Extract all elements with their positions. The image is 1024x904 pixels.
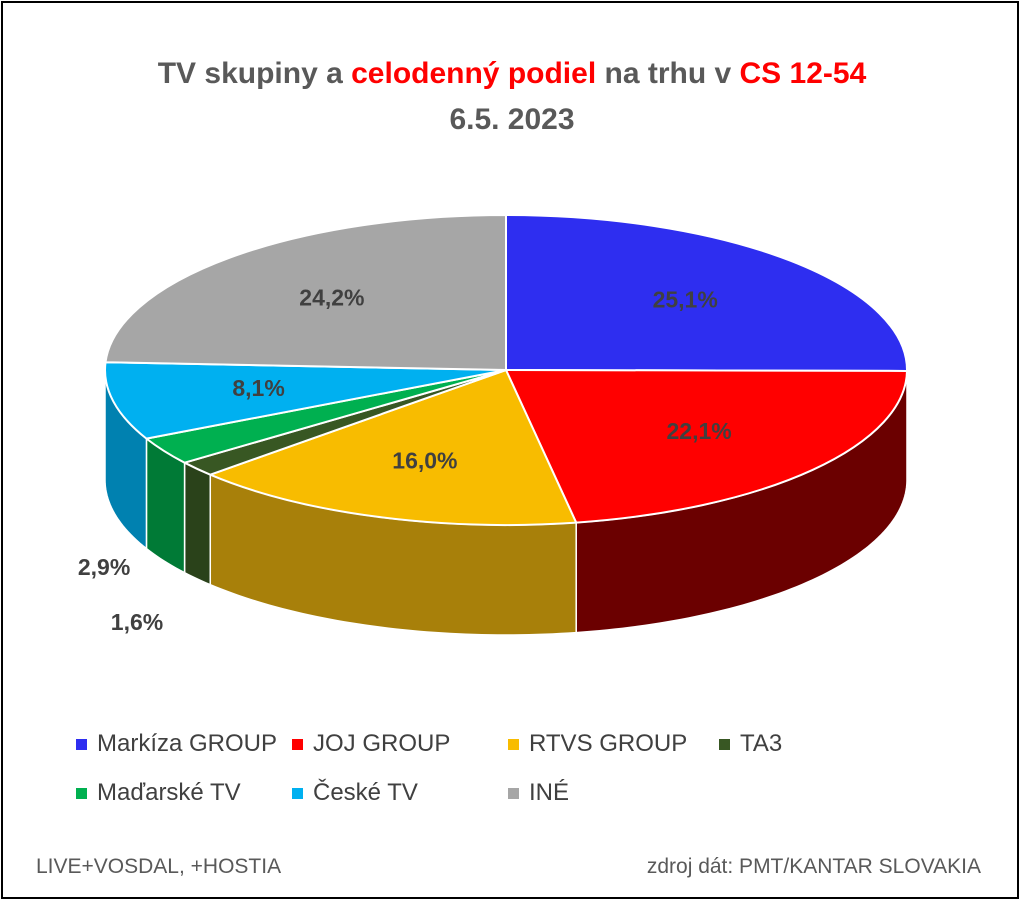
legend-swatch [76,738,87,750]
title-line-1: TV skupiny a celodenný podiel na trhu v … [3,51,1021,97]
title-line-2: 6.5. 2023 [449,103,575,136]
data-label-1: 22,1% [666,418,731,444]
legend-item-madarske: Maďarské TV [76,779,241,807]
pie-chart: 25,1% 22,1% 16,0% 1,6% 2,9% 8,1% 24,2% [78,214,908,636]
title-highlight-2: CS 12-54 [739,57,867,90]
legend-label: Markíza GROUP [97,730,278,757]
legend-label: INÉ [529,779,570,806]
data-label-3: 1,6% [111,609,163,635]
data-label-2: 16,0% [392,448,457,474]
legend-swatch [508,738,519,750]
pie-side-3 [183,461,212,586]
legend-swatch [292,787,303,799]
legend-label: RTVS GROUP [529,730,688,757]
legend-swatch [76,787,87,799]
legend-label: TA3 [740,730,783,757]
data-label-0: 25,1% [653,286,718,312]
legend-item-ta3: TA3 [719,730,782,758]
footer-source: zdroj dát: PMT/KANTAR SLOVAKIA [646,855,981,878]
legend-label: JOJ GROUP [313,730,451,757]
title-highlight-1: celodenný podiel [351,57,597,90]
title-text-1: TV skupiny a [157,57,352,90]
legend-item-joj: JOJ GROUP [292,730,450,758]
legend-item-markiza: Markíza GROUP [76,730,277,758]
data-label-5: 8,1% [232,375,284,401]
legend-label: České TV [313,779,418,806]
pie-slice-1 [505,369,908,524]
pie-slice-0 [505,214,908,372]
legend-label: Maďarské TV [97,779,241,806]
data-label-4: 2,9% [78,554,130,580]
legend-item-ine: INÉ [508,779,569,807]
legend-swatch [719,738,730,750]
legend-item-rtvs: RTVS GROUP [508,730,687,758]
data-label-6: 24,2% [299,284,364,310]
legend-swatch [508,787,519,799]
legend-swatch [292,738,303,750]
footer-note: LIVE+VOSDAL, +HOSTIA [36,855,282,878]
pie-slice-6 [104,214,507,371]
chart-title: TV skupiny a celodenný podiel na trhu v … [3,51,1021,143]
legend-item-ceske: České TV [292,779,418,807]
pie-slice-2 [209,369,578,526]
pie-slice-5 [104,361,507,440]
title-text-2: na trhu v [596,57,740,90]
